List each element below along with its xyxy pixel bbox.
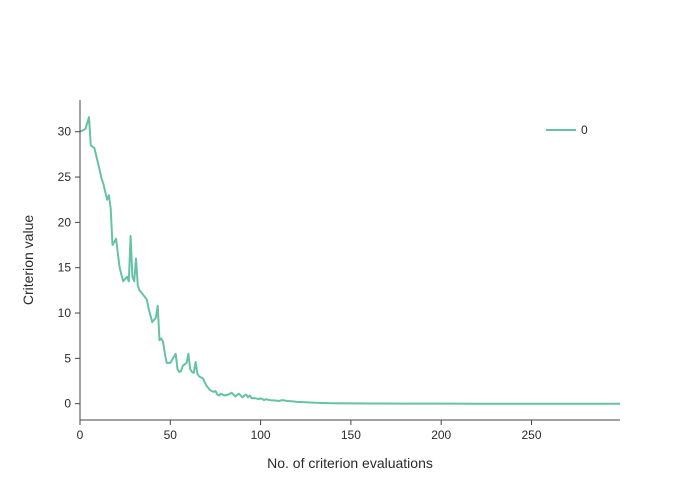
legend: 0 [546, 123, 588, 137]
y-tick-label: 30 [58, 125, 72, 139]
y-axis: 0 5 10 15 20 25 30 [58, 100, 81, 420]
x-tick-label: 0 [77, 428, 84, 442]
x-tick-label: 250 [521, 428, 541, 442]
x-tick-label: 150 [341, 428, 361, 442]
x-axis: 0 50 100 150 200 250 [77, 419, 620, 442]
x-tick-label: 200 [431, 428, 451, 442]
y-tick-label: 0 [64, 397, 71, 411]
x-tick-label: 100 [251, 428, 271, 442]
y-tick-label: 5 [64, 351, 71, 365]
y-tick-label: 20 [58, 215, 72, 229]
x-tick-label: 50 [164, 428, 178, 442]
y-tick-label: 25 [58, 170, 72, 184]
legend-label: 0 [581, 123, 588, 137]
series-line-0 [79, 116, 620, 405]
x-axis-title: No. of criterion evaluations [267, 455, 433, 471]
y-tick-label: 15 [58, 261, 72, 275]
y-axis-title: Criterion value [20, 215, 36, 305]
plot-area [79, 116, 620, 405]
y-tick-label: 10 [58, 306, 72, 320]
